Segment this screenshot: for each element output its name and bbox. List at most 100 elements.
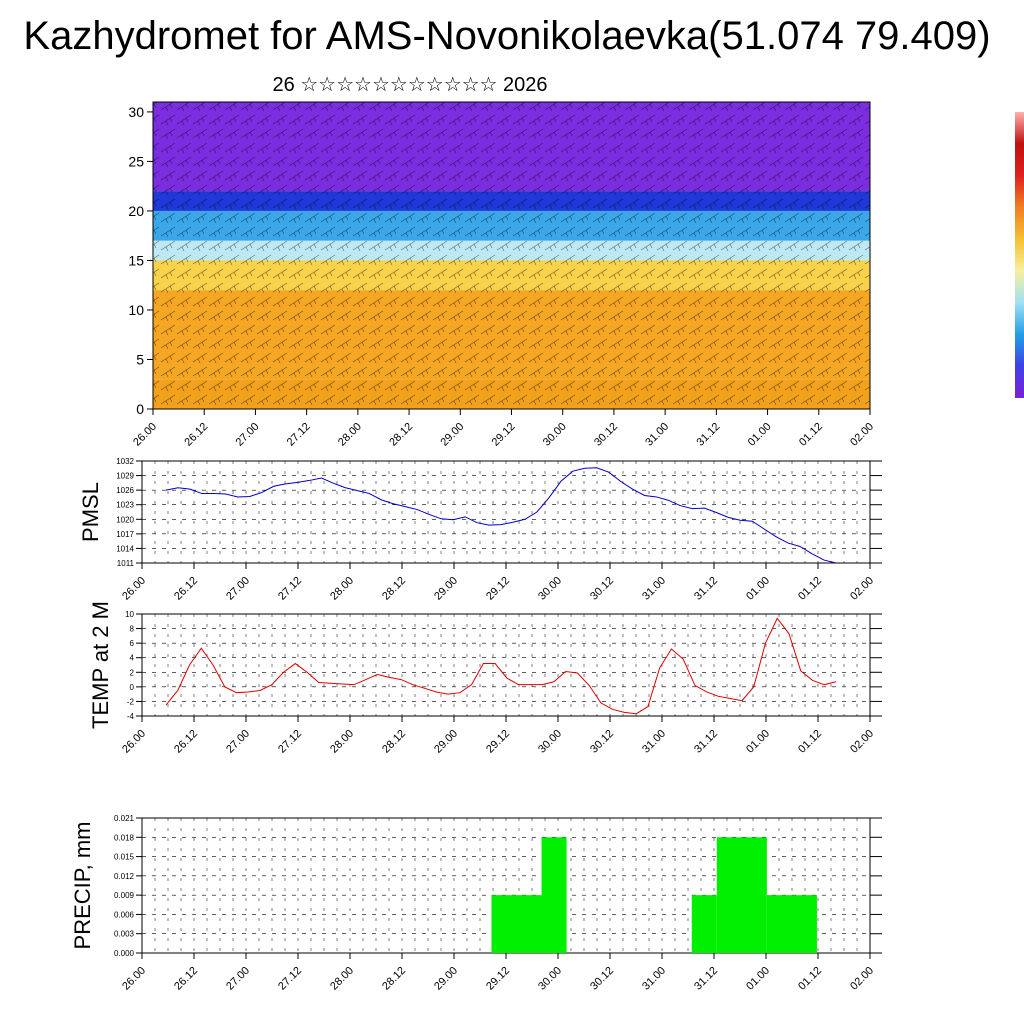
temp-series-line — [165, 617, 837, 715]
precip-bar — [541, 837, 567, 953]
y-tick-label: 1017 — [116, 530, 134, 539]
x-tick-label: 29.00 — [432, 728, 460, 756]
y-tick-label: 0.009 — [114, 891, 135, 900]
x-tick-label: 27.00 — [224, 728, 252, 756]
x-tick-label: 30.12 — [588, 728, 616, 756]
x-tick-label: 28.00 — [328, 965, 356, 993]
y-tick-label: 0.021 — [114, 814, 135, 823]
y-tick-label: 1029 — [116, 472, 134, 481]
y-tick-label: 10 — [128, 302, 144, 318]
x-tick-label: 27.12 — [285, 421, 313, 449]
x-tick-label: 26.12 — [172, 575, 200, 603]
x-tick-label: 28.00 — [328, 575, 356, 603]
x-tick-label: 01.00 — [744, 575, 772, 603]
x-tick-label: 28.12 — [380, 728, 408, 756]
x-tick-label: 26.00 — [120, 965, 148, 993]
y-tick-label: 8 — [130, 625, 135, 634]
x-tick-label: 28.12 — [380, 965, 408, 993]
x-tick-label: 29.12 — [490, 421, 518, 449]
x-tick-label: 01.12 — [796, 575, 824, 603]
x-tick-label: 27.00 — [224, 965, 252, 993]
colorbar-strip — [1015, 112, 1024, 398]
x-tick-label: 30.12 — [588, 575, 616, 603]
x-tick-label: 28.12 — [380, 575, 408, 603]
x-tick-label: 29.00 — [432, 965, 460, 993]
y-tick-label: 1026 — [116, 486, 134, 495]
y-tick-label: 5 — [136, 351, 144, 367]
y-tick-label: 0.006 — [114, 910, 135, 919]
x-tick-label: 31.00 — [640, 728, 668, 756]
x-tick-label: 26.12 — [172, 728, 200, 756]
x-tick-label: 31.12 — [692, 728, 720, 756]
cross-section-field — [153, 102, 870, 409]
x-tick-label: 27.00 — [234, 421, 262, 449]
x-tick-label: 01.12 — [797, 421, 825, 449]
x-tick-label: 30.00 — [536, 728, 564, 756]
x-tick-label: 01.00 — [744, 965, 772, 993]
y-tick-label: 1032 — [116, 457, 134, 466]
x-tick-label: 29.12 — [484, 575, 512, 603]
y-tick-label: 1014 — [116, 544, 134, 553]
x-tick-label: 31.00 — [640, 965, 668, 993]
x-tick-label: 01.00 — [744, 728, 772, 756]
x-tick-label: 26.00 — [120, 575, 148, 603]
y-tick-label: 2 — [130, 668, 135, 677]
x-tick-label: 31.12 — [692, 575, 720, 603]
x-tick-label: 26.12 — [172, 965, 200, 993]
y-axis-label: PRECIP, mm — [70, 822, 95, 950]
x-tick-label: 28.12 — [387, 421, 415, 449]
y-tick-label: 1020 — [116, 515, 134, 524]
x-tick-label: 26.00 — [120, 728, 148, 756]
x-tick-label: 02.00 — [848, 421, 876, 449]
precip-bar — [491, 895, 542, 953]
y-tick-label: 0.000 — [114, 949, 135, 958]
wind-barbs — [153, 102, 870, 409]
x-tick-label: 02.00 — [848, 575, 876, 603]
y-tick-label: 4 — [130, 654, 135, 663]
x-tick-label: 31.00 — [643, 421, 671, 449]
cross-section-panel: 0 5 10 15 20 25 30 26.00 26.12 27.00 27.12 28.00 28.… — [128, 101, 876, 449]
x-tick-label: 29.00 — [438, 421, 466, 449]
x-tick-label: 31.12 — [692, 965, 720, 993]
y-tick-label: 0.015 — [114, 853, 135, 862]
y-axis-label: TEMP at 2 M — [88, 601, 113, 729]
y-tick-label: 0.012 — [114, 872, 135, 881]
x-tick-label: 02.00 — [848, 965, 876, 993]
y-tick-label: -4 — [127, 712, 135, 721]
y-axis-label: PMSL — [78, 482, 103, 542]
y-tick-label: 0 — [130, 683, 135, 692]
y-tick-label: 0.018 — [114, 833, 135, 842]
precip-bar — [716, 837, 767, 953]
colorbar — [1015, 112, 1024, 398]
y-tick-label: -2 — [127, 697, 135, 706]
y-tick-label: 30 — [128, 104, 144, 120]
x-tick-label: 31.00 — [640, 575, 668, 603]
y-tick-label: 20 — [128, 203, 144, 219]
x-tick-label: 27.12 — [276, 728, 304, 756]
y-tick-label: 0.003 — [114, 930, 135, 939]
chart-title: Kazhydromet for AMS-Novonikolaevka(51.07… — [23, 14, 991, 58]
x-tick-label: 27.12 — [276, 965, 304, 993]
y-tick-label: 1023 — [116, 501, 134, 510]
y-tick-label: 0 — [136, 401, 144, 417]
precip-bar — [766, 895, 817, 953]
x-tick-label: 27.12 — [276, 575, 304, 603]
x-tick-label: 26.12 — [182, 421, 210, 449]
chart-subtitle: 26 ☆☆☆☆☆☆☆☆☆☆☆ 2026 — [272, 74, 548, 96]
y-tick-label: 1011 — [117, 559, 135, 568]
x-tick-label: 27.00 — [224, 575, 252, 603]
x-tick-label: 29.12 — [484, 965, 512, 993]
x-tick-label: 30.00 — [541, 421, 569, 449]
x-tick-label: 29.00 — [432, 575, 460, 603]
x-tick-label: 01.00 — [746, 421, 774, 449]
x-tick-label: 30.00 — [536, 575, 564, 603]
precip-panel: 0.000 0.003 0.006 0.009 0.012 0.015 0.018 0.021… — [70, 814, 882, 993]
y-tick-label: 10 — [125, 610, 134, 619]
x-tick-label: 01.12 — [796, 965, 824, 993]
x-tick-label: 02.00 — [848, 728, 876, 756]
precip-bar — [691, 895, 717, 953]
x-tick-label: 28.00 — [328, 728, 356, 756]
x-tick-label: 01.12 — [796, 728, 824, 756]
pmsl-panel: 1011 1014 1017 1020 1023 1026 1029 1032 26.00 26.… — [78, 457, 882, 603]
